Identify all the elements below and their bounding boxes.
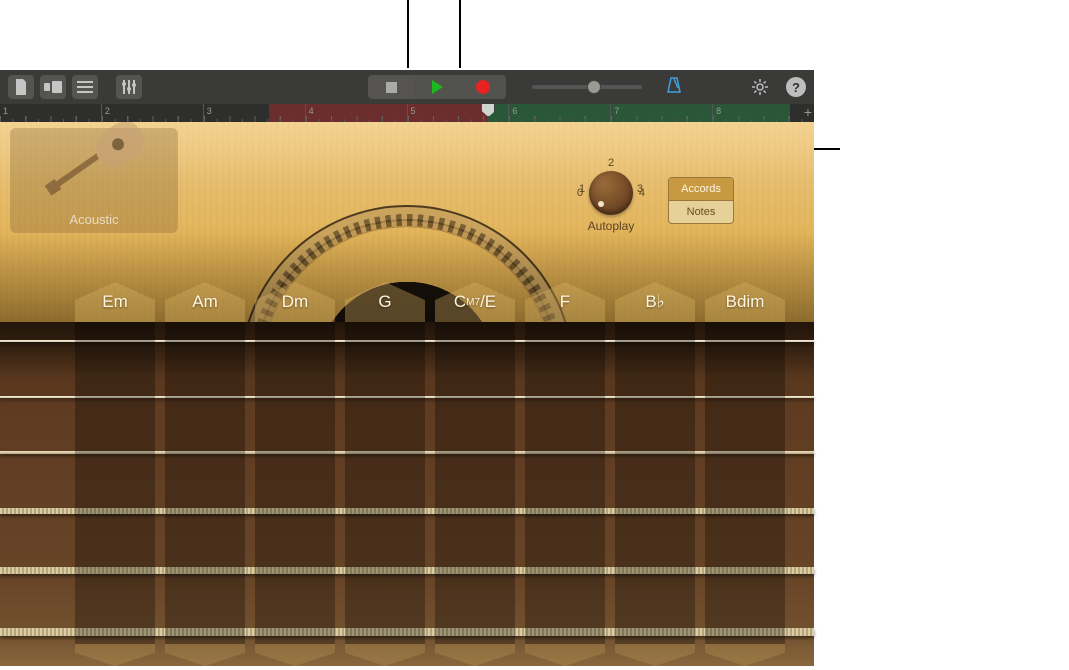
bar-number: 3	[207, 106, 212, 116]
ruler-bar[interactable]: 2	[101, 104, 203, 122]
chord-button[interactable]: Am	[165, 282, 245, 322]
chord-column: B♭	[615, 282, 695, 322]
transport-controls	[368, 75, 506, 99]
mode-notes[interactable]: Notes	[669, 200, 733, 223]
chord-button[interactable]: Bdim	[705, 282, 785, 322]
fretboard	[0, 322, 814, 666]
bar-number: 8	[716, 106, 721, 116]
bar-number: 2	[105, 106, 110, 116]
record-icon	[476, 80, 490, 94]
ruler-bar[interactable]: 6	[508, 104, 610, 122]
chord-column: F	[525, 282, 605, 322]
master-volume-slider[interactable]	[532, 85, 642, 89]
instrument-label: Acoustic	[10, 212, 178, 227]
settings-button[interactable]	[748, 75, 772, 99]
metronome-button[interactable]	[662, 76, 686, 99]
autoplay-label: Autoplay	[566, 219, 656, 233]
chord-lane[interactable]	[345, 322, 425, 666]
chord-lane[interactable]	[255, 322, 335, 666]
chord-column: CM7/E	[435, 282, 515, 322]
ruler-bar[interactable]: 4	[305, 104, 407, 122]
help-button[interactable]: ?	[786, 77, 806, 97]
chord-lane[interactable]	[615, 322, 695, 666]
autoplay-knob[interactable]	[589, 171, 633, 215]
chord-button[interactable]: B♭	[615, 282, 695, 322]
chord-lane[interactable]	[75, 322, 155, 666]
ruler-bar[interactable]: 1	[0, 104, 101, 122]
chord-column: Am	[165, 282, 245, 322]
chord-strip: EmAmDmGCM7/EFB♭Bdim	[75, 282, 794, 322]
ruler-bar[interactable]: 8	[712, 104, 814, 122]
chord-button[interactable]: CM7/E	[435, 282, 515, 322]
volume-knob[interactable]	[587, 80, 601, 94]
record-button[interactable]	[460, 75, 506, 99]
play-button[interactable]	[414, 75, 460, 99]
browser-button[interactable]	[40, 75, 66, 99]
toolbar: ?	[0, 70, 814, 104]
chord-column: G	[345, 282, 425, 322]
autoplay-pos-2: 2	[608, 157, 614, 169]
callout-play-line	[407, 0, 409, 68]
mode-chords[interactable]: Accords	[669, 178, 733, 200]
ruler-bar[interactable]: 3	[203, 104, 305, 122]
autoplay-control: 0 1 2 3 4 Autoplay	[566, 157, 656, 233]
chord-button[interactable]: G	[345, 282, 425, 322]
chord-button[interactable]: Dm	[255, 282, 335, 322]
chords-notes-toggle: Accords Notes	[668, 177, 734, 224]
acoustic-guitar-icon	[36, 122, 152, 210]
add-section-button[interactable]: +	[804, 104, 812, 120]
bar-number: 4	[309, 106, 314, 116]
stop-icon	[386, 82, 397, 93]
bar-number: 7	[614, 106, 619, 116]
instrument-selector[interactable]: Acoustic	[10, 128, 178, 233]
chord-column: Em	[75, 282, 155, 322]
track-controls-button[interactable]	[116, 75, 142, 99]
autoplay-pos-1: 1	[579, 183, 585, 195]
chord-columns	[75, 322, 794, 666]
chord-column: Bdim	[705, 282, 785, 322]
chord-button[interactable]: F	[525, 282, 605, 322]
garageband-window: ? 1 2 3 4 5 6 7 8 + Acoustic 0 1 2 3 4 Autoplay	[0, 70, 814, 666]
chord-lane[interactable]	[435, 322, 515, 666]
autoplay-pos-4: 4	[639, 187, 645, 199]
my-songs-button[interactable]	[8, 75, 34, 99]
tracks-button[interactable]	[72, 75, 98, 99]
play-icon	[432, 80, 443, 94]
bar-number: 5	[411, 106, 416, 116]
bar-number: 6	[512, 106, 517, 116]
chord-lane[interactable]	[525, 322, 605, 666]
bar-number: 1	[3, 106, 8, 116]
chord-column: Dm	[255, 282, 335, 322]
instrument-body: Acoustic 0 1 2 3 4 Autoplay Accords Note…	[0, 122, 814, 322]
chord-lane[interactable]	[165, 322, 245, 666]
callout-record-line	[459, 0, 461, 68]
chord-lane[interactable]	[705, 322, 785, 666]
stop-button[interactable]	[368, 75, 414, 99]
chord-button[interactable]: Em	[75, 282, 155, 322]
timeline-ruler[interactable]: 1 2 3 4 5 6 7 8 +	[0, 104, 814, 122]
ruler-bar[interactable]: 7	[610, 104, 712, 122]
